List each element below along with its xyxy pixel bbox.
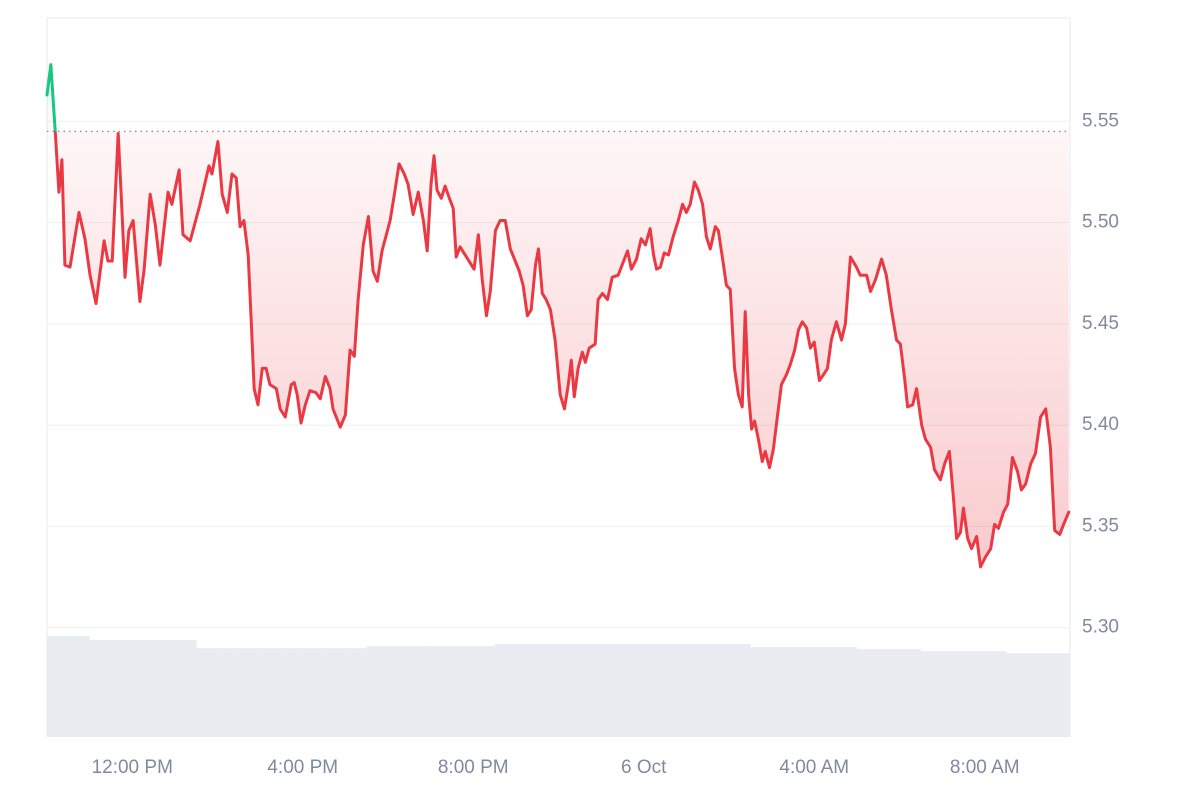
price-area xyxy=(47,64,1069,567)
volume-bar xyxy=(792,647,815,737)
volume-bar xyxy=(601,644,623,737)
plot-frame xyxy=(46,17,1071,737)
volume-bar xyxy=(47,636,69,737)
volume-bar xyxy=(942,651,964,737)
volume-bar xyxy=(132,640,154,737)
y-tick-label: 5.50 xyxy=(1082,212,1119,233)
volume-bar xyxy=(302,648,325,737)
volume-bar xyxy=(665,644,687,737)
volume-bar xyxy=(750,647,772,737)
volume-bar xyxy=(388,646,410,737)
volume-bar xyxy=(473,646,495,737)
volume-bar xyxy=(515,644,538,737)
volume-bar xyxy=(196,648,218,737)
y-tick-label: 5.35 xyxy=(1082,515,1119,536)
volume-bar xyxy=(835,647,858,737)
volume-bar xyxy=(686,644,708,737)
volume-bar xyxy=(984,651,1007,737)
volume-bar xyxy=(494,644,517,737)
volume-bar xyxy=(920,651,943,737)
volume-bar xyxy=(707,644,730,737)
volume-bar xyxy=(622,644,645,737)
volume-bar xyxy=(558,644,581,737)
y-tick-label: 5.45 xyxy=(1082,313,1119,334)
volume-bar xyxy=(579,644,602,737)
volume-bar xyxy=(878,649,900,737)
volume-bar xyxy=(1048,653,1071,737)
volume-bar xyxy=(729,644,751,737)
plot-layer xyxy=(45,63,1071,569)
volume-bar xyxy=(238,648,261,737)
volume-bar xyxy=(281,648,304,737)
x-tick-label: 8:00 AM xyxy=(950,757,1020,778)
volume-bar xyxy=(345,648,367,737)
volume-bar xyxy=(1027,653,1049,737)
y-tick-label: 5.55 xyxy=(1082,110,1119,131)
volume-bar xyxy=(89,640,112,737)
x-tick-label: 4:00 AM xyxy=(779,757,849,778)
volume-bar xyxy=(260,648,282,737)
volume-bar xyxy=(409,646,431,737)
volume-bar xyxy=(451,646,474,737)
price-line xyxy=(45,63,1071,569)
volume-bar xyxy=(430,646,453,737)
volume-bar xyxy=(537,644,559,737)
volume-bar xyxy=(643,644,666,737)
y-tick-label: 5.30 xyxy=(1082,617,1119,638)
x-tick-label: 4:00 PM xyxy=(267,757,338,778)
volume-bar xyxy=(856,649,879,737)
volume-bar xyxy=(324,648,346,737)
volume-bar xyxy=(771,647,794,737)
volume-bar xyxy=(963,651,986,737)
volume-bar xyxy=(814,647,836,737)
volume-bar xyxy=(366,646,389,737)
volume-bar xyxy=(899,649,922,737)
volume-bar xyxy=(110,640,133,737)
label-layer: 5.30 5.35 5.40 5.45 5.50 5.55 12:00 PM 4:00 PM 8… xyxy=(92,110,1119,778)
volume-bar xyxy=(217,648,240,737)
x-tick-label: 6 Oct xyxy=(621,757,667,778)
x-tick-label: 12:00 PM xyxy=(92,757,173,778)
volume-bar xyxy=(1006,653,1028,737)
volume-bar xyxy=(153,640,176,737)
x-tick-label: 8:00 PM xyxy=(438,757,509,778)
y-tick-label: 5.40 xyxy=(1082,414,1119,435)
volume-bar xyxy=(68,636,90,737)
volume-bar xyxy=(174,640,197,737)
volume-layer xyxy=(47,636,1071,737)
